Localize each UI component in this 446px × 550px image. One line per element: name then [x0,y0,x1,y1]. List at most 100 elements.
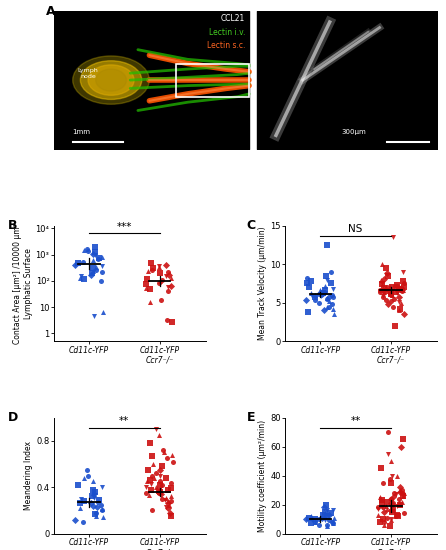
Point [163,474,170,482]
Point [87,271,95,279]
Point [394,288,401,297]
Point [157,277,164,286]
Point [399,497,406,506]
Point [165,504,172,513]
Point [388,289,395,298]
Point [388,286,395,295]
Point [77,272,84,280]
Point [393,280,401,289]
Point [168,450,175,459]
Point [390,492,397,500]
Point [388,494,395,503]
Point [80,245,87,254]
Point [321,508,328,516]
Point [155,263,162,272]
Point [399,284,406,293]
Point [387,297,394,306]
Point [395,494,402,503]
Point [380,288,388,296]
Point [380,518,388,526]
Point [388,290,396,299]
Point [317,285,324,294]
Point [395,306,402,315]
Point [89,501,96,510]
Point [401,509,408,518]
Bar [176,63,249,97]
Point [311,292,318,301]
Point [316,298,323,307]
Point [153,469,160,478]
Point [91,248,99,257]
Point [316,520,323,529]
Point [99,307,107,316]
Point [324,294,331,303]
Point [329,290,336,299]
Point [143,483,150,492]
Point [325,510,332,519]
Point [147,485,154,494]
Point [158,481,165,490]
Text: ***: *** [116,222,132,232]
Point [321,282,328,290]
Point [384,284,391,293]
Point [399,488,406,497]
Point [87,499,95,508]
Point [319,288,326,297]
Point [396,298,403,306]
Y-axis label: Meandering Index: Meandering Index [25,441,33,510]
Text: CCL21: CCL21 [221,14,245,23]
Point [168,281,175,290]
Point [398,486,405,494]
Point [321,286,328,295]
Point [400,277,407,285]
Point [396,284,403,293]
Text: **: ** [351,416,361,426]
Point [306,283,313,292]
Point [384,271,391,280]
Point [323,240,330,249]
Point [166,508,173,517]
Point [304,307,311,316]
Point [149,264,157,273]
Point [146,439,153,448]
Point [99,505,106,514]
Point [165,271,172,279]
Point [155,486,162,495]
Point [323,302,330,311]
Point [396,284,403,293]
Point [322,516,329,525]
Point [376,287,383,295]
Point [374,504,381,513]
Point [396,497,403,506]
Point [165,500,172,509]
Point [92,508,99,517]
Point [311,518,318,526]
Point [397,442,405,451]
Point [152,483,159,492]
Point [92,509,99,518]
Point [378,280,385,289]
Point [306,513,313,522]
Point [328,267,335,276]
Point [148,265,155,274]
Point [303,515,310,524]
Point [396,483,404,492]
Point [168,317,175,326]
Point [388,516,395,525]
Point [80,257,87,266]
Point [308,289,315,298]
Point [88,269,95,278]
Point [156,269,163,278]
Point [378,503,385,512]
Point [388,290,395,299]
Point [384,497,391,506]
Point [329,518,336,526]
Point [308,516,315,525]
Text: A: A [46,6,55,19]
Point [147,258,154,267]
Point [149,471,156,480]
Point [389,233,396,241]
Point [399,286,406,295]
Point [389,499,396,508]
Point [393,502,401,510]
